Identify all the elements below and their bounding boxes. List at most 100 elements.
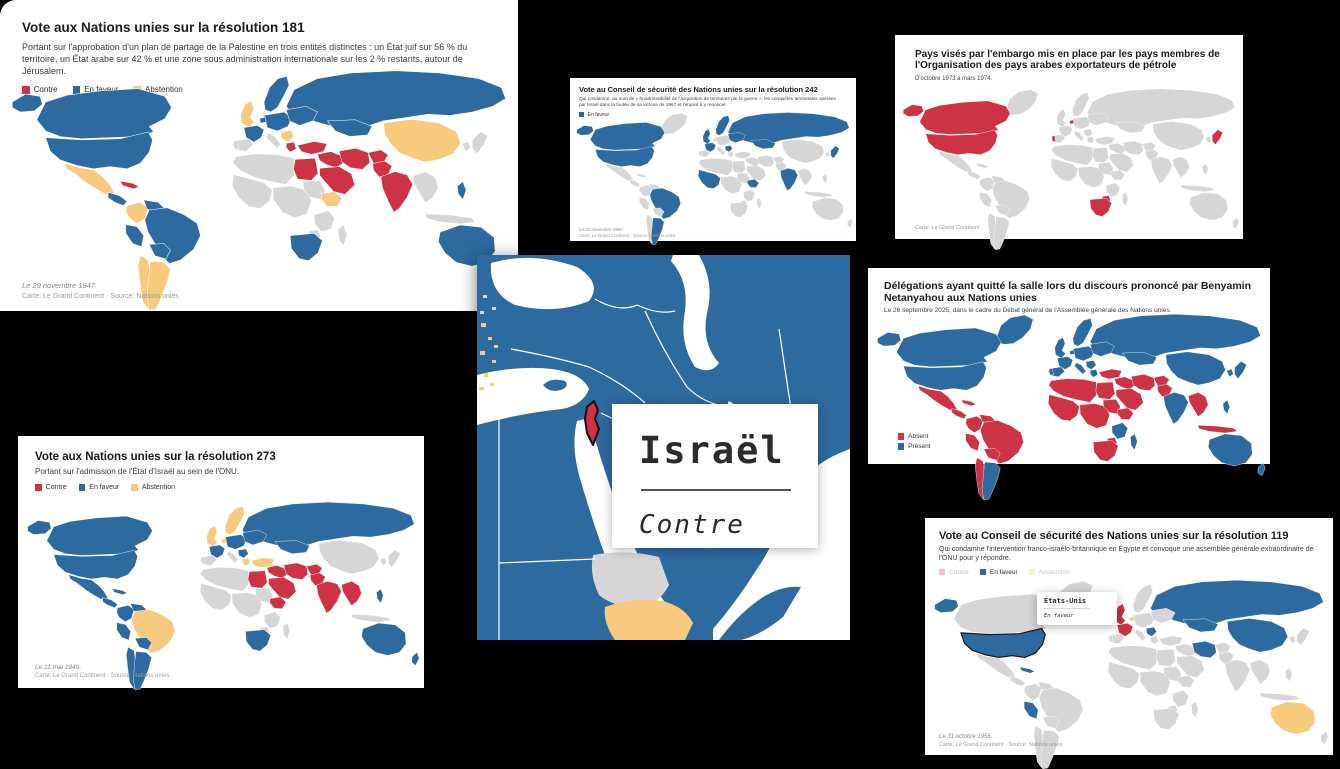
- region-brazil[interactable]: [992, 180, 1030, 219]
- region-cuba[interactable]: [975, 162, 989, 169]
- region-bolivia[interactable]: [995, 204, 1010, 216]
- region-india[interactable]: [380, 171, 413, 213]
- region-newzealand[interactable]: [1257, 462, 1266, 477]
- region-ethiopia[interactable]: [747, 179, 759, 188]
- region-balkans[interactable]: [1083, 128, 1093, 137]
- region-australia[interactable]: [1189, 192, 1228, 221]
- region-australia[interactable]: [361, 622, 407, 656]
- legend-item-absent[interactable]: Absent: [898, 433, 928, 440]
- region-westafrica[interactable]: [199, 583, 232, 611]
- region-greenland[interactable]: [995, 314, 1034, 345]
- region-bolivia[interactable]: [149, 243, 171, 260]
- region-indonesia[interactable]: [350, 614, 391, 623]
- region-ethiopia[interactable]: [269, 596, 287, 609]
- region-saudi[interactable]: [268, 577, 297, 600]
- region-indonesia[interactable]: [804, 191, 833, 198]
- region-easteurope[interactable]: [1089, 341, 1115, 357]
- region-peru[interactable]: [979, 191, 992, 208]
- region-seasia[interactable]: [1172, 156, 1190, 178]
- region-usa[interactable]: [925, 129, 998, 155]
- region-centralafrica[interactable]: [720, 176, 743, 194]
- region-levant[interactable]: [266, 565, 288, 579]
- region-colombia[interactable]: [979, 177, 995, 192]
- region-canada[interactable]: [36, 88, 172, 139]
- region-cuba[interactable]: [1019, 666, 1035, 674]
- region-easteurope[interactable]: [286, 106, 318, 126]
- region-iran[interactable]: [338, 147, 371, 170]
- region-philippines[interactable]: [1284, 667, 1293, 682]
- region-turkey[interactable]: [1159, 635, 1183, 647]
- region-eastafrica[interactable]: [313, 210, 335, 232]
- region-centralasia[interactable]: [1121, 352, 1157, 366]
- region-lowcountries[interactable]: [259, 116, 267, 124]
- region-centraleurope[interactable]: [263, 111, 293, 132]
- region-westafrica[interactable]: [698, 169, 721, 189]
- region-china[interactable]: [1227, 618, 1288, 653]
- region-northafrica[interactable]: [698, 158, 733, 176]
- region-portugal[interactable]: [1108, 634, 1114, 643]
- region-canada[interactable]: [46, 515, 153, 556]
- region-balkans[interactable]: [280, 130, 295, 143]
- region-greenland[interactable]: [660, 113, 688, 135]
- region-italy[interactable]: [1134, 629, 1147, 642]
- region-india[interactable]: [316, 581, 342, 614]
- region-philippines[interactable]: [1202, 163, 1209, 176]
- region-argentina[interactable]: [981, 461, 1001, 501]
- legend-item-contre[interactable]: Contre: [22, 85, 58, 94]
- region-egypt[interactable]: [1092, 147, 1109, 163]
- region-afghanistan[interactable]: [773, 156, 785, 165]
- region-egypt[interactable]: [247, 570, 268, 589]
- region-alaska[interactable]: [576, 125, 594, 136]
- region-ethiopia[interactable]: [1110, 169, 1125, 181]
- region-russia[interactable]: [727, 112, 850, 145]
- region-japan[interactable]: [387, 549, 401, 568]
- region-seasia[interactable]: [797, 168, 813, 186]
- region-alaska[interactable]: [12, 93, 43, 113]
- region-canada[interactable]: [919, 100, 1011, 135]
- region-cuba[interactable]: [961, 399, 977, 406]
- region-easteurope[interactable]: [1087, 112, 1109, 126]
- region-seasia[interactable]: [1188, 392, 1209, 417]
- region-japan[interactable]: [1234, 361, 1247, 379]
- region-southafrica[interactable]: [1153, 708, 1180, 730]
- legend-item-contre[interactable]: Contre: [35, 484, 67, 491]
- region-colombia[interactable]: [116, 605, 135, 622]
- world-map-embargo[interactable]: [895, 87, 1243, 252]
- region-japan[interactable]: [830, 145, 840, 159]
- region-saudi[interactable]: [1109, 153, 1134, 173]
- region-scandinavia[interactable]: [263, 76, 290, 113]
- region-indonesia[interactable]: [1197, 425, 1238, 434]
- region-peru[interactable]: [639, 197, 650, 210]
- region-iran[interactable]: [1131, 374, 1156, 391]
- region-centralafrica[interactable]: [1079, 403, 1110, 429]
- region-centralamerica[interactable]: [951, 408, 967, 419]
- legend-item-contre[interactable]: Contre: [939, 569, 969, 576]
- region-japan[interactable]: [1296, 627, 1310, 646]
- region-russia[interactable]: [1087, 88, 1235, 128]
- region-turkey[interactable]: [250, 557, 275, 568]
- legend-item-en-faveur[interactable]: En faveur: [979, 569, 1018, 576]
- region-afghanistan[interactable]: [1214, 642, 1231, 654]
- region-colombia[interactable]: [639, 184, 652, 197]
- region-levant[interactable]: [1108, 142, 1127, 155]
- region-bolivia[interactable]: [1042, 715, 1060, 729]
- region-argentina[interactable]: [993, 216, 1010, 250]
- region-iran[interactable]: [757, 155, 775, 168]
- region-centraleurope[interactable]: [1072, 116, 1092, 130]
- region-greece[interactable]: [1089, 369, 1099, 378]
- region-egypt[interactable]: [293, 157, 319, 181]
- region-saudi[interactable]: [1176, 655, 1205, 678]
- region-argentina[interactable]: [133, 651, 152, 691]
- region-northafrica[interactable]: [1048, 378, 1097, 403]
- region-easteurope[interactable]: [727, 132, 746, 143]
- region-italy[interactable]: [1074, 362, 1087, 375]
- region-centralasia[interactable]: [1182, 618, 1219, 633]
- region-eastafrica[interactable]: [1172, 690, 1189, 708]
- region-italy[interactable]: [265, 132, 281, 149]
- region-levant[interactable]: [1114, 376, 1135, 390]
- region-canada[interactable]: [590, 122, 665, 151]
- region-newzealand[interactable]: [1232, 217, 1240, 229]
- region-italy[interactable]: [226, 550, 239, 564]
- region-centralafrica[interactable]: [272, 185, 312, 219]
- region-saudi[interactable]: [1115, 388, 1144, 411]
